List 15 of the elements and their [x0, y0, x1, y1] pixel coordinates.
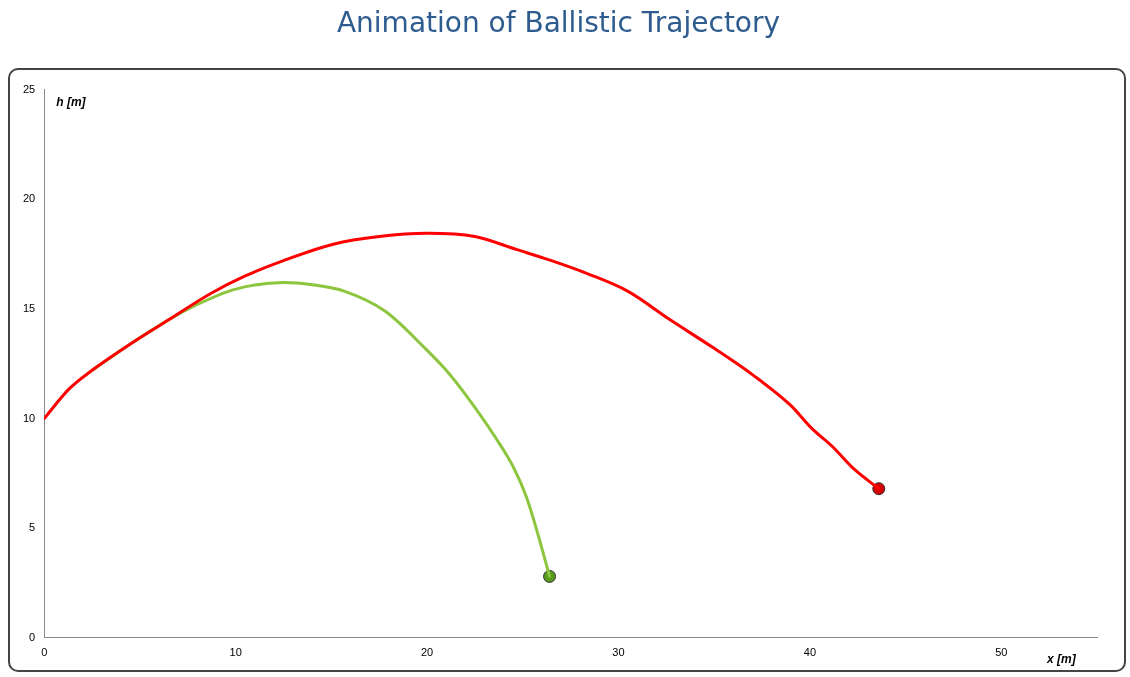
y-tick-label: 0 [29, 630, 36, 643]
chart-title: Animation of Ballistic Trajectory [336, 6, 781, 40]
x-axis-title: x [m] [1046, 652, 1077, 667]
x-tick-label: 10 [229, 646, 242, 659]
x-tick-label: 30 [612, 646, 625, 659]
y-tick-label: 20 [22, 192, 36, 205]
y-axis-title: h [m] [56, 94, 87, 109]
y-tick-label: 10 [22, 411, 36, 424]
y-tick-label: 15 [22, 301, 36, 314]
x-tick-label: 50 [995, 646, 1008, 659]
x-tick-label: 20 [420, 646, 434, 659]
y-tick-label: 25 [22, 82, 36, 95]
x-tick-label: 40 [803, 646, 817, 659]
x-tick-label: 0 [41, 646, 48, 659]
y-tick-label: 5 [29, 521, 36, 534]
